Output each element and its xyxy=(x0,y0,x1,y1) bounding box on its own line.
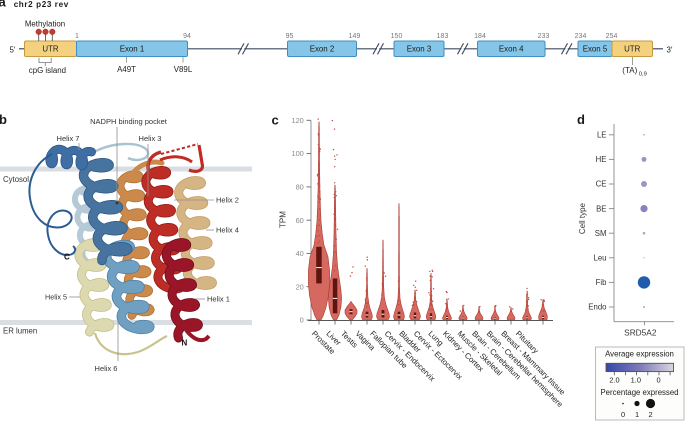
svg-text:Endo: Endo xyxy=(588,303,607,312)
svg-text:233: 233 xyxy=(538,33,550,40)
svg-text:184: 184 xyxy=(474,33,486,40)
svg-text:20: 20 xyxy=(296,282,304,291)
svg-text:NADPH binding pocket: NADPH binding pocket xyxy=(90,117,168,126)
svg-text:Helix 4: Helix 4 xyxy=(216,226,239,235)
svg-text:0: 0 xyxy=(656,376,660,385)
svg-text:Cell type: Cell type xyxy=(578,202,587,234)
svg-text:BE: BE xyxy=(596,204,606,213)
svg-text:Helix 6: Helix 6 xyxy=(95,364,118,373)
svg-text:Exon 5: Exon 5 xyxy=(583,44,608,53)
svg-text:80: 80 xyxy=(296,183,304,192)
svg-text:C: C xyxy=(64,253,70,262)
svg-text:UTR: UTR xyxy=(624,44,641,53)
svg-text:120: 120 xyxy=(291,116,303,125)
svg-text:Exon 1: Exon 1 xyxy=(120,44,145,53)
svg-text:40: 40 xyxy=(296,249,304,258)
svg-text:N: N xyxy=(182,339,188,348)
svg-text:3′: 3′ xyxy=(667,46,673,55)
svg-text:100: 100 xyxy=(291,149,303,158)
svg-text:94: 94 xyxy=(183,33,191,40)
svg-text:60: 60 xyxy=(296,216,304,225)
svg-text:chr2 p23 rev: chr2 p23 rev xyxy=(14,0,69,9)
svg-text:183: 183 xyxy=(437,33,449,40)
svg-text:Fib: Fib xyxy=(596,278,607,287)
svg-text:SM: SM xyxy=(595,229,607,238)
svg-text:2: 2 xyxy=(648,410,652,419)
svg-text:ER lumen: ER lumen xyxy=(3,327,37,336)
svg-text:Methylation: Methylation xyxy=(25,19,65,28)
svg-text:234: 234 xyxy=(575,33,587,40)
svg-text:a: a xyxy=(0,0,7,10)
svg-text:5′: 5′ xyxy=(10,46,16,55)
svg-text:(TA): (TA) xyxy=(622,66,637,75)
svg-text:Helix 1: Helix 1 xyxy=(207,295,230,304)
svg-text:1: 1 xyxy=(635,410,639,419)
svg-text:Average expression: Average expression xyxy=(605,349,674,358)
svg-text:Exon 4: Exon 4 xyxy=(499,44,524,53)
svg-text:Exon 2: Exon 2 xyxy=(310,44,335,53)
svg-text:cpG island: cpG island xyxy=(29,66,66,75)
svg-text:Cytosol: Cytosol xyxy=(3,175,29,184)
svg-text:Helix 7: Helix 7 xyxy=(57,134,80,143)
svg-text:d: d xyxy=(577,112,585,127)
svg-text:254: 254 xyxy=(606,33,618,40)
svg-text:V89L: V89L xyxy=(174,65,193,74)
svg-text:SRD5A2: SRD5A2 xyxy=(624,328,657,338)
svg-text:0: 0 xyxy=(300,316,304,325)
svg-text:0: 0 xyxy=(621,410,625,419)
svg-text:Exon 3: Exon 3 xyxy=(407,44,432,53)
svg-text:Leu: Leu xyxy=(593,254,606,263)
svg-text:2.0: 2.0 xyxy=(609,376,619,385)
svg-text:149: 149 xyxy=(349,33,361,40)
svg-text:b: b xyxy=(0,112,7,127)
svg-text:c: c xyxy=(272,112,279,127)
svg-text:Helix 3: Helix 3 xyxy=(139,134,162,143)
svg-text:LE: LE xyxy=(597,131,607,140)
svg-text:Helix 5: Helix 5 xyxy=(45,293,67,302)
svg-text:95: 95 xyxy=(286,33,294,40)
svg-text:150: 150 xyxy=(391,33,403,40)
svg-text:HE: HE xyxy=(596,155,607,164)
svg-text:Percentage expressed: Percentage expressed xyxy=(600,388,678,397)
svg-text:TPM: TPM xyxy=(278,211,287,228)
svg-text:A49T: A49T xyxy=(117,65,136,74)
svg-text:0,9: 0,9 xyxy=(639,72,647,78)
svg-text:CE: CE xyxy=(596,180,607,189)
svg-text:Helix 2: Helix 2 xyxy=(216,196,239,205)
svg-text:1.0: 1.0 xyxy=(631,376,641,385)
svg-text:UTR: UTR xyxy=(42,44,59,53)
svg-text:1: 1 xyxy=(75,33,79,40)
